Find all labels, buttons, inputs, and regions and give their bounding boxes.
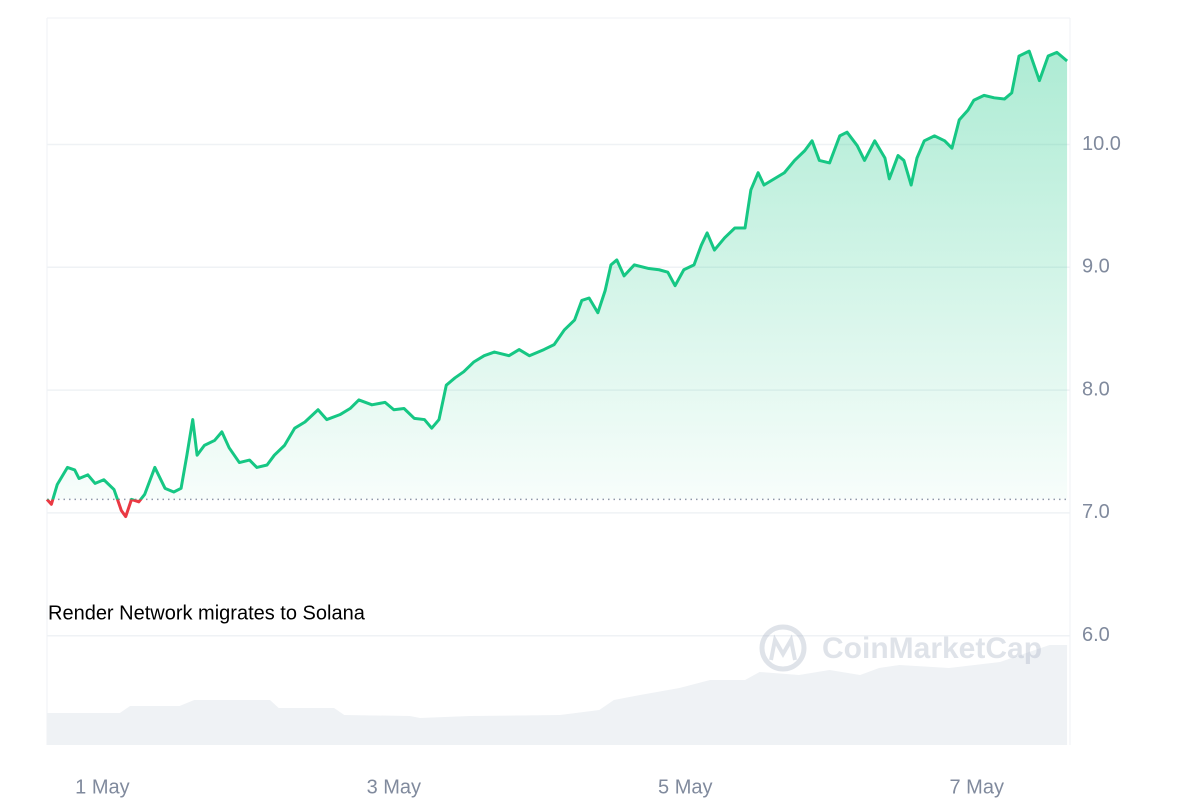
watermark-logo-mark — [769, 634, 797, 661]
x-tick-label: 7 May — [950, 776, 1004, 798]
watermark-logo — [759, 624, 807, 672]
price-line — [45, 49, 1069, 519]
x-tick-label: 5 May — [658, 776, 712, 798]
volume-area — [47, 645, 1068, 745]
price-area — [52, 51, 1068, 500]
watermark-group: CoinMarketCap — [759, 624, 1042, 672]
y-tick-label: 8.0 — [1082, 378, 1110, 400]
y-tick-label: 9.0 — [1082, 256, 1110, 278]
y-tick-label: 10.0 — [1082, 133, 1121, 155]
annotation: Render Network migrates to Solana — [48, 602, 366, 624]
y-tick-label: 6.0 — [1082, 624, 1110, 646]
x-tick-label: 1 May — [75, 776, 129, 798]
y-tick-label: 7.0 — [1082, 501, 1110, 523]
watermark: CoinMarketCap — [822, 632, 1042, 665]
plot-area — [45, 17, 1071, 745]
x-tick-label: 3 May — [367, 776, 421, 798]
